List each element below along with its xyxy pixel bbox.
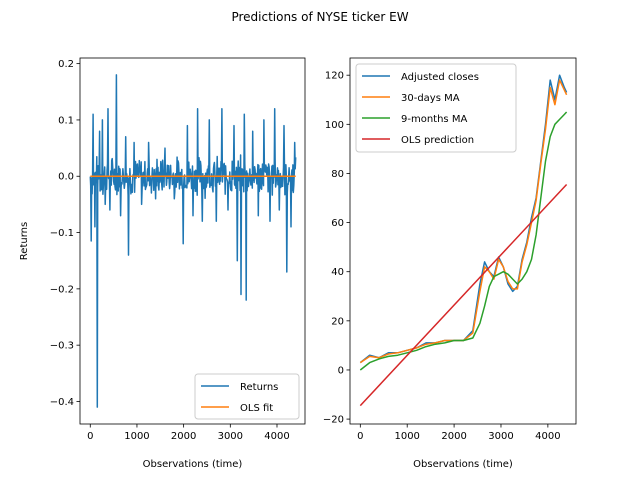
right-ytick-label: 80 — [331, 169, 344, 180]
left-ytick-label: 0.1 — [58, 115, 74, 126]
left-xtick-label: 2000 — [171, 431, 196, 442]
right-series-30-days-ma — [359, 79, 568, 364]
left-xtick-label: 0 — [87, 431, 93, 442]
legend-label-adjusted-closes: Adjusted closes — [401, 72, 479, 83]
legend-label-30-days-ma: 30-days MA — [401, 93, 460, 104]
right-series-ols-prediction — [359, 183, 568, 407]
left-ticks: 0 1000 2000 3000 4000 −0.4 −0.3 −0.2 −0.1 0.0 0.1 0… — [50, 59, 290, 442]
left-ytick-label: 0.2 — [58, 59, 74, 70]
legend-label-ols-prediction: OLS prediction — [401, 135, 474, 146]
right-legend-box — [355, 63, 517, 153]
left-returns-panel: 0 1000 2000 3000 4000 −0.4 −0.3 −0.2 −0.1 0.0 0.1 0… — [19, 57, 306, 470]
left-xtick-label: 4000 — [264, 431, 289, 442]
left-ytick-label: −0.3 — [50, 341, 74, 352]
right-ytick-label: 40 — [331, 267, 344, 278]
legend-label-9-months-ma: 9-months MA — [401, 114, 467, 125]
left-plot-frame — [79, 57, 306, 425]
left-ylabel: Returns — [19, 222, 30, 260]
right-ytick-label: 20 — [331, 316, 344, 327]
left-xlabel: Observations (time) — [143, 459, 243, 470]
left-xtick-label: 1000 — [124, 431, 149, 442]
legend-label-ols-fit: OLS fit — [240, 403, 273, 414]
left-ytick-label: −0.2 — [50, 284, 74, 295]
legend-label-returns: Returns — [240, 382, 278, 393]
left-xtick-label: 3000 — [218, 431, 243, 442]
right-series-group — [359, 74, 568, 407]
right-xtick-label: 4000 — [535, 431, 560, 442]
right-ytick-label: 120 — [325, 71, 344, 82]
right-xtick-label: 0 — [357, 431, 363, 442]
right-ytick-label: −20 — [323, 415, 344, 426]
right-plot-frame — [349, 57, 577, 425]
right-xtick-label: 3000 — [488, 431, 513, 442]
right-prices-panel: 0 1000 2000 3000 4000 −20 0 20 40 60 80 100 120 Obse… — [323, 57, 577, 470]
right-ytick-label: 100 — [325, 120, 344, 131]
right-ytick-label: 0 — [338, 365, 344, 376]
right-xtick-label: 1000 — [394, 431, 419, 442]
right-xlabel: Observations (time) — [413, 459, 513, 470]
left-ytick-label: −0.1 — [50, 228, 74, 239]
left-series-group — [89, 74, 297, 408]
right-xtick-label: 2000 — [441, 431, 466, 442]
left-ytick-label: −0.4 — [50, 397, 74, 408]
left-series-returns — [89, 74, 297, 408]
right-ytick-label: 60 — [331, 218, 344, 229]
left-legend: Returns OLS fit — [194, 373, 300, 420]
left-ytick-label: 0.0 — [58, 172, 74, 183]
right-ticks: 0 1000 2000 3000 4000 −20 0 20 40 60 80 100 120 — [323, 71, 561, 442]
figure-title: Predictions of NYSE ticker EW — [231, 10, 408, 24]
right-legend: Adjusted closes 30-days MA 9-months MA O… — [355, 63, 517, 153]
